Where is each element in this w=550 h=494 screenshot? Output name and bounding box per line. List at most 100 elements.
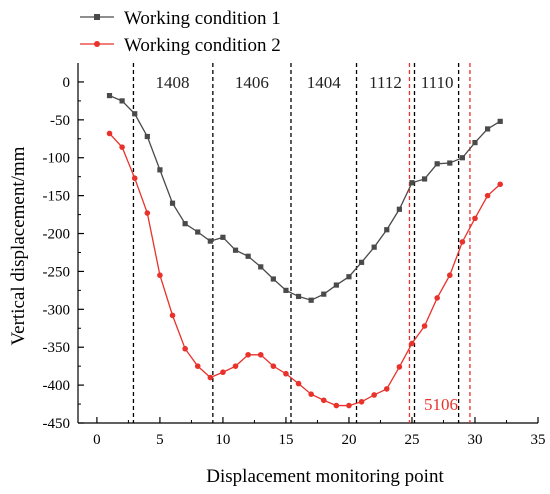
y-axis-title: Vertical displacement/mm — [8, 146, 29, 345]
data-point-condition-2 — [409, 340, 415, 347]
data-point-condition-2 — [434, 295, 440, 301]
y-tick-label: -100 — [43, 151, 71, 167]
data-point-condition-1 — [258, 264, 264, 270]
panel-label-1406: 1406 — [235, 73, 269, 92]
data-point-condition-2 — [131, 175, 138, 181]
y-tick-label: -400 — [43, 378, 71, 394]
data-point-condition-2 — [421, 323, 428, 329]
data-point-condition-1 — [308, 297, 314, 303]
panel-labels: 1408 1406 1404 1112 1110 5106 — [156, 73, 458, 414]
data-point-condition-2 — [182, 345, 188, 352]
panel-label-1112: 1112 — [369, 73, 402, 92]
x-tick-label: 5 — [156, 432, 164, 448]
data-point-condition-1 — [144, 133, 150, 140]
data-point-condition-2 — [472, 215, 478, 222]
data-point-condition-1 — [358, 259, 365, 265]
boundary-lines — [132, 63, 471, 423]
y-tick-label: -150 — [43, 189, 71, 205]
data-point-condition-2 — [232, 363, 239, 369]
data-point-condition-1 — [169, 200, 176, 206]
data-point-condition-1 — [295, 293, 302, 300]
data-point-condition-1 — [396, 206, 402, 212]
data-point-condition-1 — [346, 274, 352, 280]
x-tick-label: 0 — [93, 432, 101, 448]
data-point-condition-2 — [119, 144, 125, 150]
data-point-condition-2 — [497, 181, 503, 188]
x-tick-label: 30 — [467, 432, 482, 448]
data-point-condition-1 — [447, 160, 453, 166]
data-point-condition-1 — [371, 244, 377, 250]
legend-item-condition-1: Working condition 1 — [80, 8, 281, 29]
data-point-condition-2 — [484, 192, 491, 199]
data-point-condition-1 — [434, 161, 440, 167]
data-point-condition-2 — [371, 392, 377, 398]
data-point-condition-2 — [446, 272, 453, 279]
x-axis-title: Displacement monitoring point — [206, 466, 444, 487]
data-point-condition-2 — [144, 210, 151, 216]
data-point-condition-1 — [182, 221, 188, 227]
data-point-condition-2 — [257, 351, 264, 358]
data-point-condition-2 — [295, 380, 302, 387]
x-tick-label: 35 — [531, 432, 546, 448]
data-point-condition-2 — [157, 272, 163, 279]
legend-label-condition-1: Working condition 1 — [124, 8, 281, 29]
data-point-condition-1 — [207, 238, 213, 244]
data-point-condition-1 — [421, 176, 428, 182]
data-point-condition-2 — [333, 402, 340, 409]
data-point-condition-2 — [358, 398, 365, 405]
legend-marker-square — [94, 14, 100, 20]
y-tick-label: -200 — [43, 227, 71, 243]
legend-marker-circle — [94, 41, 100, 47]
data-point-condition-2 — [346, 402, 352, 409]
x-tick-label: 15 — [278, 432, 293, 448]
x-tick-label: 20 — [341, 432, 356, 448]
y-tick-label: -450 — [43, 416, 71, 432]
data-point-condition-1 — [497, 118, 503, 124]
x-axis-ticks: 0 5 10 15 20 25 30 35 — [93, 417, 546, 448]
x-tick-label: 25 — [404, 432, 419, 448]
data-point-condition-1 — [484, 126, 491, 132]
y-tick-label: -50 — [50, 113, 70, 129]
data-point-condition-1 — [119, 98, 125, 104]
data-point-condition-2 — [283, 370, 289, 377]
y-tick-label: -350 — [43, 340, 71, 356]
data-point-condition-2 — [320, 397, 327, 404]
series-line-condition-2 — [109, 133, 501, 407]
data-point-condition-1 — [232, 247, 239, 253]
data-point-condition-1 — [333, 282, 339, 288]
data-point-condition-2 — [308, 391, 314, 398]
data-point-condition-1 — [472, 139, 478, 146]
series-line-condition-1 — [109, 94, 501, 301]
data-point-condition-1 — [157, 167, 163, 173]
data-point-condition-1 — [220, 234, 226, 240]
data-point-condition-1 — [384, 227, 390, 233]
data-point-condition-1 — [283, 287, 289, 293]
legend-label-condition-2: Working condition 2 — [124, 35, 281, 56]
data-point-condition-2 — [207, 374, 214, 381]
data-point-condition-1 — [132, 111, 138, 117]
panel-label-1408: 1408 — [156, 73, 190, 92]
x-tick-label: 10 — [215, 432, 230, 448]
data-point-condition-2 — [106, 130, 113, 137]
panel-label-1110: 1110 — [421, 73, 454, 92]
legend: Working condition 1 Working condition 2 — [80, 8, 281, 56]
data-point-condition-2 — [396, 364, 403, 370]
data-point-condition-1 — [106, 92, 113, 99]
data-point-condition-2 — [270, 363, 277, 369]
plot-area: 0 5 10 15 20 25 30 35 0 -50 -100 -150 -200 -250 -300 -… — [43, 63, 546, 448]
data-point-condition-1 — [459, 155, 465, 161]
y-axis-ticks: 0 -50 -100 -150 -200 -250 -300 -350 -400 -450 — [43, 75, 84, 432]
data-point-condition-2 — [245, 351, 251, 358]
data-point-condition-1 — [409, 180, 415, 186]
data-point-condition-1 — [195, 229, 201, 235]
y-tick-label: -300 — [43, 302, 71, 318]
y-tick-label: 0 — [63, 75, 71, 91]
data-point-condition-2 — [169, 312, 176, 319]
data-point-condition-2 — [194, 363, 201, 369]
series-layer — [106, 92, 503, 409]
y-tick-label: -250 — [43, 264, 71, 280]
data-point-condition-1 — [270, 276, 276, 282]
panel-label-5106: 5106 — [424, 395, 458, 414]
data-point-condition-1 — [321, 291, 327, 297]
